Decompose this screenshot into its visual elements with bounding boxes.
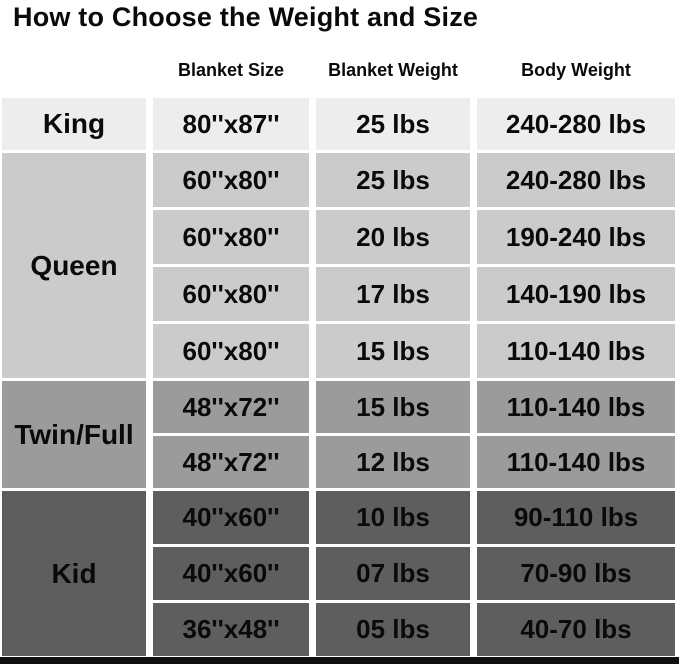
column-header-spacer	[2, 52, 146, 88]
category-cell-kid: Kid	[2, 491, 146, 656]
body-weight-cell: 70-90 lbs	[477, 547, 675, 600]
column-header-body-weight: Body Weight	[521, 59, 631, 80]
blanket-weight-cell: 17 lbs	[316, 267, 470, 321]
body-weight-cell: 90-110 lbs	[477, 491, 675, 544]
blanket-size-cell: 40''x60''	[153, 491, 309, 544]
blanket-weight-cell: 15 lbs	[316, 324, 470, 378]
blanket-size-cell: 80''x87''	[153, 98, 309, 150]
blanket-weight-cell: 12 lbs	[316, 436, 470, 488]
column-header-blanket-weight: Blanket Weight	[328, 59, 458, 80]
blanket-weight-cell: 25 lbs	[316, 98, 470, 150]
blanket-size-cell: 60''x80''	[153, 210, 309, 264]
body-weight-cell: 110-140 lbs	[477, 436, 675, 488]
blanket-weight-cell: 15 lbs	[316, 381, 470, 433]
blanket-size-cell: 48''x72''	[153, 381, 309, 433]
blanket-size-cell: 48''x72''	[153, 436, 309, 488]
blanket-size-cell: 36''x48''	[153, 603, 309, 656]
size-weight-table: King 80''x87'' 25 lbs 240-280 lbs Queen 60''x…	[2, 98, 675, 656]
category-cell-twin-full: Twin/Full	[2, 381, 146, 488]
blanket-weight-cell: 05 lbs	[316, 603, 470, 656]
blanket-weight-cell: 20 lbs	[316, 210, 470, 264]
blanket-size-cell: 40''x60''	[153, 547, 309, 600]
blanket-weight-cell: 07 lbs	[316, 547, 470, 600]
body-weight-cell: 110-140 lbs	[477, 324, 675, 378]
category-cell-king: King	[2, 98, 146, 150]
category-cell-queen: Queen	[2, 153, 146, 378]
blanket-size-cell: 60''x80''	[153, 153, 309, 207]
page-title: How to Choose the Weight and Size	[13, 2, 479, 32]
body-weight-cell: 190-240 lbs	[477, 210, 675, 264]
body-weight-cell: 40-70 lbs	[477, 603, 675, 656]
body-weight-cell: 240-280 lbs	[477, 98, 675, 150]
body-weight-cell: 110-140 lbs	[477, 381, 675, 433]
blanket-weight-cell: 25 lbs	[316, 153, 470, 207]
body-weight-cell: 140-190 lbs	[477, 267, 675, 321]
bottom-border-bar	[0, 657, 679, 664]
column-header-blanket-size: Blanket Size	[177, 59, 285, 80]
table-header-row: Blanket Size Blanket Weight Body Weight	[2, 52, 675, 88]
blanket-weight-cell: 10 lbs	[316, 491, 470, 544]
blanket-size-cell: 60''x80''	[153, 267, 309, 321]
body-weight-cell: 240-280 lbs	[477, 153, 675, 207]
blanket-size-cell: 60''x80''	[153, 324, 309, 378]
